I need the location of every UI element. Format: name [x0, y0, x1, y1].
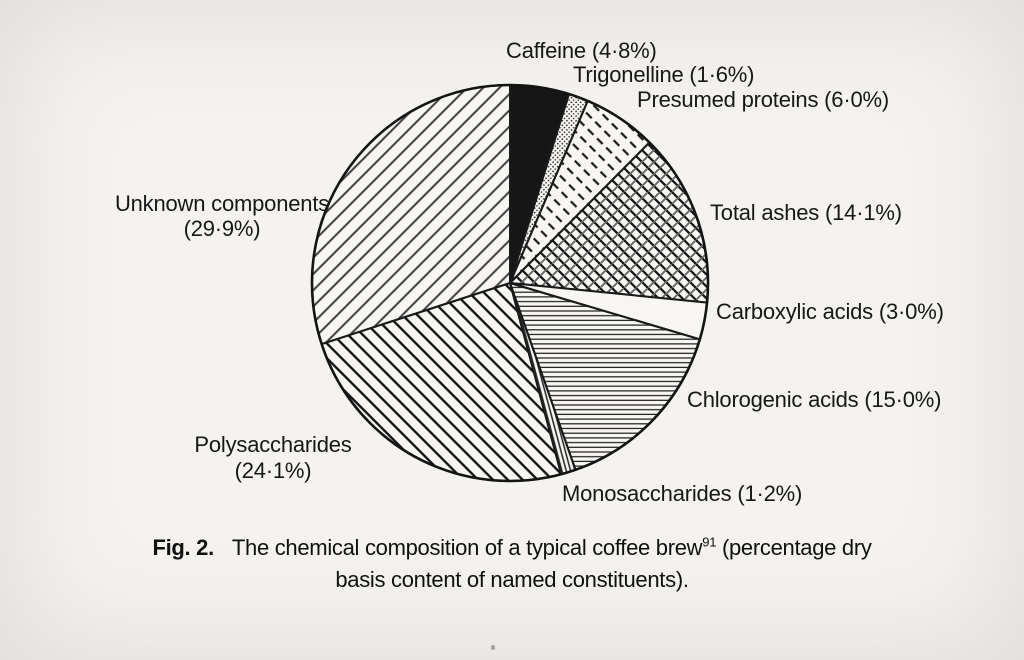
- figure-caption-line1: Fig. 2. The chemical composition of a typ…: [0, 532, 1024, 564]
- pie-outline: [310, 83, 710, 483]
- label-polysaccharides-line1: Polysaccharides: [194, 432, 352, 457]
- caption-text: The chemical composition of a typical co…: [231, 535, 703, 560]
- caption-reference-superscript: 91: [702, 534, 717, 550]
- label-polysaccharides: Polysaccharides (24·1%): [153, 432, 393, 484]
- label-unknown-components-line2: (29·9%): [183, 216, 261, 241]
- scan-speck: [491, 645, 495, 650]
- label-presumed-proteins: Presumed proteins (6·0%): [637, 87, 889, 112]
- figure-caption: Fig. 2. The chemical composition of a typ…: [0, 532, 1024, 596]
- label-trigonelline: Trigonelline (1·6%): [573, 62, 755, 87]
- label-chlorogenic-acids: Chlorogenic acids (15·0%): [687, 387, 942, 412]
- label-unknown-components-line1: Unknown components: [114, 191, 330, 216]
- label-carboxylic-acids: Carboxylic acids (3·0%): [716, 299, 944, 324]
- label-total-ashes: Total ashes (14·1%): [710, 200, 902, 225]
- caption-text-after: (percentage dry: [716, 535, 872, 560]
- label-unknown-components: Unknown components (29·9%): [102, 191, 342, 241]
- label-polysaccharides-line2: (24·1%): [234, 458, 312, 483]
- figure-number: Fig. 2.: [152, 535, 214, 560]
- figure-caption-line2: basis content of named constituents).: [335, 567, 689, 592]
- label-caffeine: Caffeine (4·8%): [506, 38, 657, 63]
- label-monosaccharides: Monosaccharides (1·2%): [562, 481, 803, 506]
